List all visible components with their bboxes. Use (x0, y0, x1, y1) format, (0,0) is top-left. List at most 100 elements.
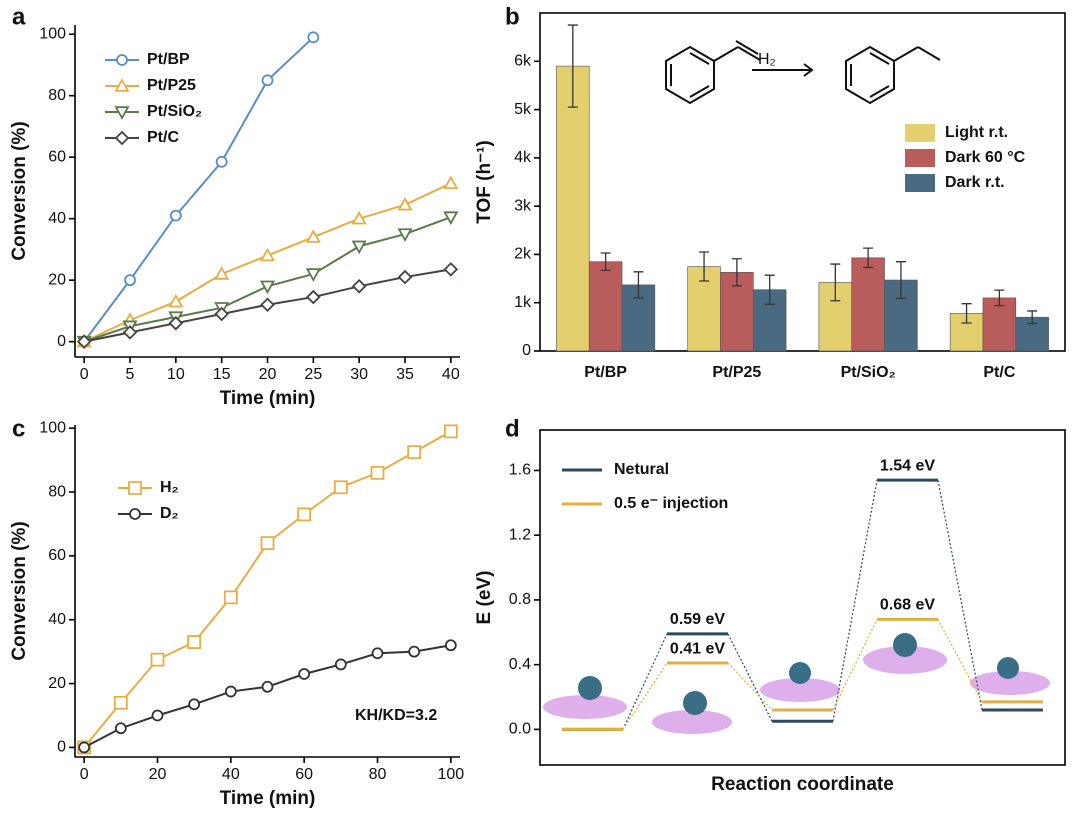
y-tick-label: 1.2 (509, 526, 531, 543)
x-tick-label: 40 (442, 366, 460, 383)
x-tick-label: 10 (167, 366, 185, 383)
x-tick-label: 80 (369, 766, 387, 783)
error-bar (994, 289, 1005, 307)
marker (443, 211, 459, 225)
connector (727, 662, 773, 711)
y-tick-label: 80 (48, 483, 66, 500)
marker (223, 590, 238, 605)
value-label: 0.41 eV (670, 640, 725, 657)
x-tick-label: 25 (304, 366, 322, 383)
connector (622, 662, 668, 730)
x-axis-title: Reaction coordinate (711, 774, 894, 795)
legend-label: H₂ (160, 479, 179, 496)
y-tick-label: 100 (39, 419, 66, 436)
y-tick-label: 20 (48, 271, 66, 288)
legend-swatch (905, 149, 935, 167)
x-tick-label: 20 (259, 366, 277, 383)
marker (260, 297, 275, 313)
marker (443, 262, 459, 277)
legend-label: Pt/C (147, 129, 179, 146)
connector (832, 619, 878, 711)
x-tick-label: 35 (396, 366, 414, 383)
y-tick-label: 3k (514, 197, 532, 214)
annotation: KH/KD=3.2 (355, 707, 437, 724)
plot-frame (539, 12, 1066, 352)
connector (937, 480, 983, 711)
marker (214, 266, 230, 280)
marker (78, 741, 91, 754)
cluster-cores (578, 633, 1019, 715)
panel-label: a (12, 3, 26, 30)
x-tick-label: 100 (437, 766, 464, 783)
legend-label: Dark 60 °C (945, 149, 1026, 166)
x-tick-label: 0 (80, 766, 89, 783)
marker (351, 210, 367, 225)
error-bar (699, 251, 710, 282)
marker (187, 635, 202, 649)
bar (588, 261, 623, 352)
error-bar (830, 263, 841, 302)
y-tick-label: 0 (57, 739, 66, 756)
x-tick-label: Pt/P25 (712, 364, 761, 381)
marker (444, 639, 457, 652)
series-line (83, 644, 452, 749)
marker (371, 647, 384, 660)
marker (259, 280, 276, 295)
legend-marker (114, 78, 130, 92)
marker (168, 315, 184, 331)
y-tick-label: 2k (514, 246, 532, 263)
marker (224, 685, 237, 698)
marker (150, 652, 165, 667)
legend-label: D₂ (160, 505, 179, 522)
marker (151, 709, 164, 722)
connector (622, 633, 668, 730)
x-tick-label: 40 (222, 766, 240, 783)
x-tick-label: 15 (213, 366, 231, 383)
y-tick-label: 20 (48, 675, 66, 692)
y-tick-label: 6k (514, 53, 532, 70)
marker (260, 536, 275, 551)
x-tick-label: 30 (350, 366, 368, 383)
connector (832, 480, 878, 722)
error-bar (633, 271, 644, 299)
legend-label: Pt/P25 (147, 77, 196, 94)
y-tick-label: 100 (39, 25, 66, 42)
y-tick-label: 4k (514, 149, 532, 166)
marker (443, 175, 459, 190)
y-tick-label: 60 (48, 148, 66, 165)
marker (168, 293, 184, 308)
y-tick-label: 60 (48, 547, 66, 564)
legend-label: Pt/BP (147, 51, 190, 68)
marker (169, 209, 182, 222)
y-tick-label: 0.0 (509, 721, 531, 738)
marker (351, 240, 367, 255)
marker (334, 658, 347, 671)
x-axis-title: Time (min) (220, 788, 316, 809)
x-tick-label: Pt/BP (584, 364, 627, 381)
marker (408, 645, 421, 658)
error-bar (731, 258, 742, 287)
error-bar (863, 247, 874, 269)
marker (122, 325, 138, 340)
marker (306, 289, 321, 305)
marker (113, 695, 128, 710)
error-bar (1027, 310, 1038, 325)
marker (215, 155, 228, 168)
marker (305, 268, 321, 282)
y-axis-title: Conversion (%) (9, 521, 30, 660)
legend-label: Netural (614, 461, 669, 478)
error-bar (600, 252, 611, 272)
marker (397, 228, 413, 242)
x-tick-label: 5 (126, 366, 135, 383)
marker (297, 507, 312, 522)
y-axis-title: TOF (h⁻¹) (474, 140, 495, 224)
legend-swatch (905, 124, 935, 142)
y-tick-label: 0 (57, 333, 66, 350)
legend-marker (129, 508, 141, 520)
legend-swatch (905, 174, 935, 192)
legend-marker (116, 54, 128, 66)
marker (124, 274, 136, 287)
y-tick-label: 1k (514, 294, 532, 311)
y-tick-label: 0 (522, 342, 531, 359)
